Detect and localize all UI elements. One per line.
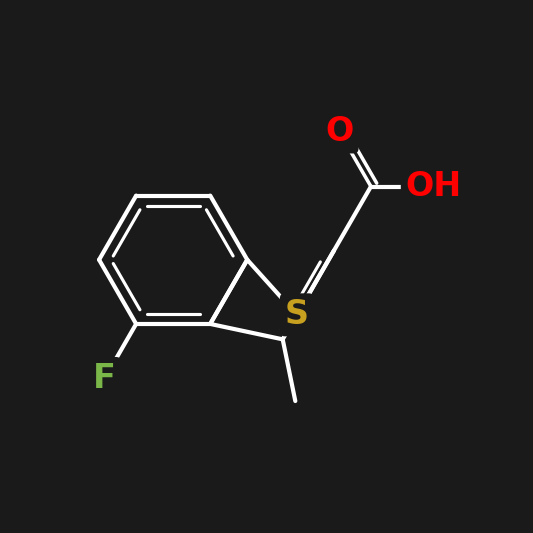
Text: S: S (285, 298, 309, 332)
Text: F: F (93, 362, 116, 395)
Text: O: O (325, 116, 353, 149)
Text: OH: OH (406, 170, 462, 203)
